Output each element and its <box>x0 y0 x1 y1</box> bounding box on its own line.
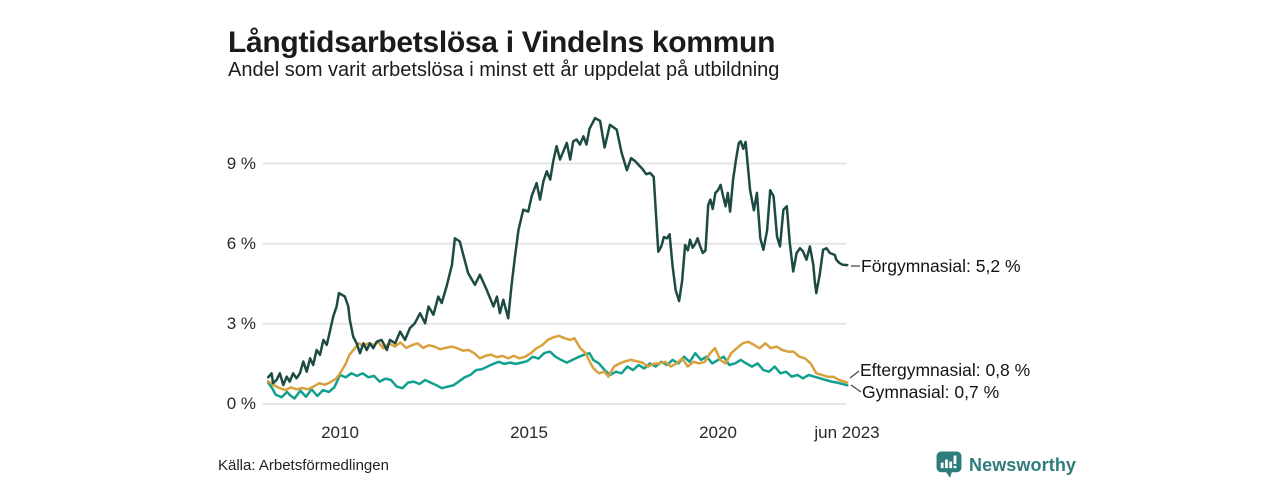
chart-subtitle: Andel som varit arbetslösa i minst ett å… <box>228 59 780 81</box>
x-axis-tick-label: 2010 <box>321 423 359 442</box>
series-end-label-gymnasial: Gymnasial: 0,7 % <box>862 382 1000 402</box>
y-axis-tick-label: 9 % <box>226 154 256 173</box>
chart-title: Långtidsarbetslösa i Vindelns kommun <box>228 26 776 60</box>
series-end-label-eftergymnasial: Eftergymnasial: 0,8 % <box>860 360 1031 380</box>
x-axis-tick-label: jun 2023 <box>814 423 880 442</box>
x-axis-tick-label: 2020 <box>699 423 737 442</box>
annotation-leader-line <box>849 370 860 379</box>
newsworthy-wordmark: Newsworthy <box>969 454 1077 475</box>
newsworthy-logo: Newsworthy <box>936 451 1076 478</box>
newsworthy-logo-icon <box>936 451 962 478</box>
x-axis-tick-label: 2015 <box>510 423 548 442</box>
series-end-label-forgymnasial: Förgymnasial: 5,2 % <box>861 256 1021 276</box>
annotation-leader-line <box>850 384 862 393</box>
y-axis-tick-label: 6 % <box>226 234 256 253</box>
series-line-förgymnasial <box>266 116 849 387</box>
y-axis-tick-label: 3 % <box>226 314 256 333</box>
series-line-gymnasial <box>266 350 849 400</box>
source-note: Källa: Arbetsförmedlingen <box>218 457 389 474</box>
y-axis-tick-label: 0 % <box>226 394 256 413</box>
series-line-eftergymnasial <box>266 334 849 392</box>
